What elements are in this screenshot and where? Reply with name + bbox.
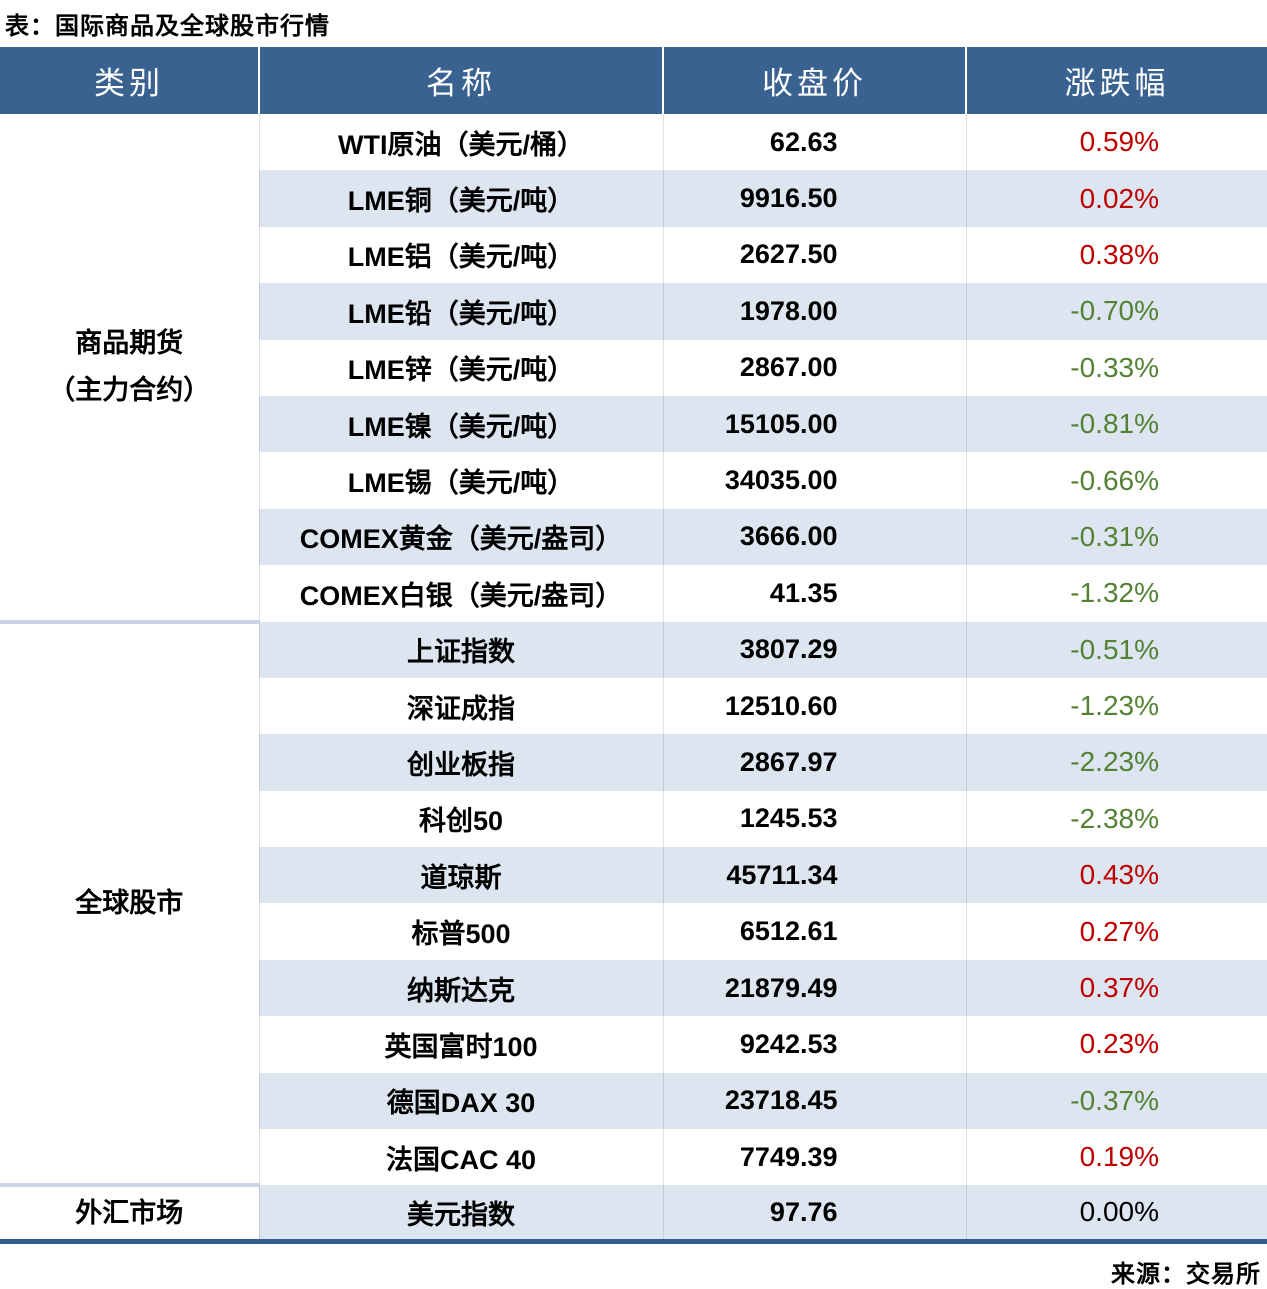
table-row: 全球股市 上证指数 3807.29 -0.51% [0, 619, 1267, 1186]
instrument-name: LME铅（美元/吨） [258, 283, 663, 340]
category-label-line: 外汇市场 [75, 1197, 184, 1228]
change-percent: 0.23% [965, 1016, 1267, 1073]
close-price: 41.35 [662, 565, 966, 622]
close-price: 2867.00 [662, 339, 966, 396]
instrument-name: WTI原油（美元/桶） [258, 114, 663, 171]
close-price: 12510.60 [662, 677, 966, 735]
close-price: 62.63 [662, 114, 966, 171]
table-row: LME铝（美元/吨） 2627.50 0.38% [0, 226, 1267, 284]
change-percent: 0.02% [965, 170, 1267, 227]
instrument-name: 创业板指 [258, 734, 663, 791]
category-label-line: 全球股市 [75, 887, 184, 918]
table-row: 标普500 6512.61 0.27% [0, 903, 1267, 960]
change-percent: 0.37% [965, 959, 1267, 1017]
close-price: 15105.00 [662, 395, 966, 453]
quotes-table: 类别 名称 收盘价 涨跌幅 商品期货 （主力合约） WTI原油（美元/桶） 62.63… [0, 47, 1267, 1245]
table-row: 德国DAX 30 23718.45 -0.37% [0, 1072, 1267, 1130]
change-percent: -0.37% [965, 1072, 1267, 1130]
table-row: 纳斯达克 21879.49 0.37% [0, 959, 1267, 1017]
instrument-name: LME镍（美元/吨） [258, 395, 663, 453]
header-change-pct: 涨跌幅 [965, 47, 1267, 114]
instrument-name: 美元指数 [258, 1185, 663, 1242]
close-price: 34035.00 [662, 452, 966, 509]
change-percent: 0.38% [965, 226, 1267, 284]
close-price: 1245.53 [662, 790, 966, 848]
close-price: 7749.39 [662, 1129, 966, 1186]
table-row: LME锌（美元/吨） 2867.00 -0.33% [0, 339, 1267, 396]
source-note: 来源：交易所 [1111, 1261, 1261, 1289]
table-row: 科创50 1245.53 -2.38% [0, 790, 1267, 848]
category-cell: 外汇市场 [0, 1183, 259, 1242]
category-label-line: 商品期货 [75, 327, 184, 358]
header-name: 名称 [258, 47, 663, 114]
table-row: LME铜（美元/吨） 9916.50 0.02% [0, 170, 1267, 227]
instrument-name: 道琼斯 [258, 847, 663, 904]
table-row: 道琼斯 45711.34 0.43% [0, 847, 1267, 904]
change-percent: 0.19% [965, 1129, 1267, 1186]
table-row: 深证成指 12510.60 -1.23% [0, 677, 1267, 735]
change-percent: -1.23% [965, 677, 1267, 735]
table-row: 法国CAC 40 7749.39 0.19% [0, 1129, 1267, 1186]
change-percent: -2.23% [965, 734, 1267, 791]
header-row: 类别 名称 收盘价 涨跌幅 [0, 47, 1267, 114]
close-price: 3666.00 [662, 508, 966, 566]
instrument-name: LME锌（美元/吨） [258, 339, 663, 396]
table-row: COMEX白银（美元/盎司） 41.35 -1.32% [0, 565, 1267, 622]
close-price: 6512.61 [662, 903, 966, 960]
close-price: 1978.00 [662, 283, 966, 340]
close-price: 2867.97 [662, 734, 966, 791]
change-percent: -0.81% [965, 395, 1267, 453]
table-row: LME镍（美元/吨） 15105.00 -0.81% [0, 395, 1267, 453]
header-close-price: 收盘价 [662, 47, 966, 114]
change-percent: -0.31% [965, 508, 1267, 566]
close-price: 23718.45 [662, 1072, 966, 1130]
close-price: 9242.53 [662, 1016, 966, 1073]
change-percent: -0.70% [965, 283, 1267, 340]
table-title: 表：国际商品及全球股市行情 [5, 13, 330, 40]
instrument-name: LME铝（美元/吨） [258, 226, 663, 284]
table-row: LME铅（美元/吨） 1978.00 -0.70% [0, 283, 1267, 340]
header-category: 类别 [0, 47, 259, 114]
change-percent: -0.51% [965, 621, 1267, 678]
table-row: 英国富时100 9242.53 0.23% [0, 1016, 1267, 1073]
instrument-name: COMEX黄金（美元/盎司） [258, 508, 663, 566]
instrument-name: COMEX白银（美元/盎司） [258, 565, 663, 622]
category-cell: 商品期货 （主力合约） [0, 114, 259, 622]
instrument-name: 标普500 [258, 903, 663, 960]
change-percent: -1.32% [965, 565, 1267, 622]
table-row: LME锡（美元/吨） 34035.00 -0.66% [0, 452, 1267, 509]
category-label-line: （主力合约） [48, 374, 211, 405]
change-percent: 0.43% [965, 847, 1267, 904]
instrument-name: 德国DAX 30 [258, 1072, 663, 1130]
close-price: 2627.50 [662, 226, 966, 284]
close-price: 9916.50 [662, 170, 966, 227]
change-percent: -2.38% [965, 790, 1267, 848]
close-price: 3807.29 [662, 621, 966, 678]
change-percent: 0.00% [965, 1185, 1267, 1242]
category-cell: 全球股市 [0, 619, 259, 1186]
close-price: 97.76 [662, 1185, 966, 1242]
close-price: 45711.34 [662, 847, 966, 904]
table-row: 商品期货 （主力合约） WTI原油（美元/桶） 62.63 0.59% [0, 114, 1267, 622]
change-percent: -0.66% [965, 452, 1267, 509]
quotes-table-body: 商品期货 （主力合约） WTI原油（美元/桶） 62.63 0.59% LME铜（美元/吨… [0, 114, 1267, 1242]
instrument-name: 纳斯达克 [258, 959, 663, 1017]
instrument-name: 深证成指 [258, 677, 663, 735]
table-row: 创业板指 2867.97 -2.23% [0, 734, 1267, 791]
instrument-name: LME锡（美元/吨） [258, 452, 663, 509]
table-row: COMEX黄金（美元/盎司） 3666.00 -0.31% [0, 508, 1267, 566]
change-percent: 0.27% [965, 903, 1267, 960]
close-price: 21879.49 [662, 959, 966, 1017]
instrument-name: 科创50 [258, 790, 663, 848]
change-percent: 0.59% [965, 114, 1267, 171]
instrument-name: 英国富时100 [258, 1016, 663, 1073]
table-row: 外汇市场 美元指数 97.76 0.00% [0, 1183, 1267, 1242]
instrument-name: 法国CAC 40 [258, 1129, 663, 1186]
change-percent: -0.33% [965, 339, 1267, 396]
instrument-name: 上证指数 [258, 621, 663, 678]
instrument-name: LME铜（美元/吨） [258, 170, 663, 227]
